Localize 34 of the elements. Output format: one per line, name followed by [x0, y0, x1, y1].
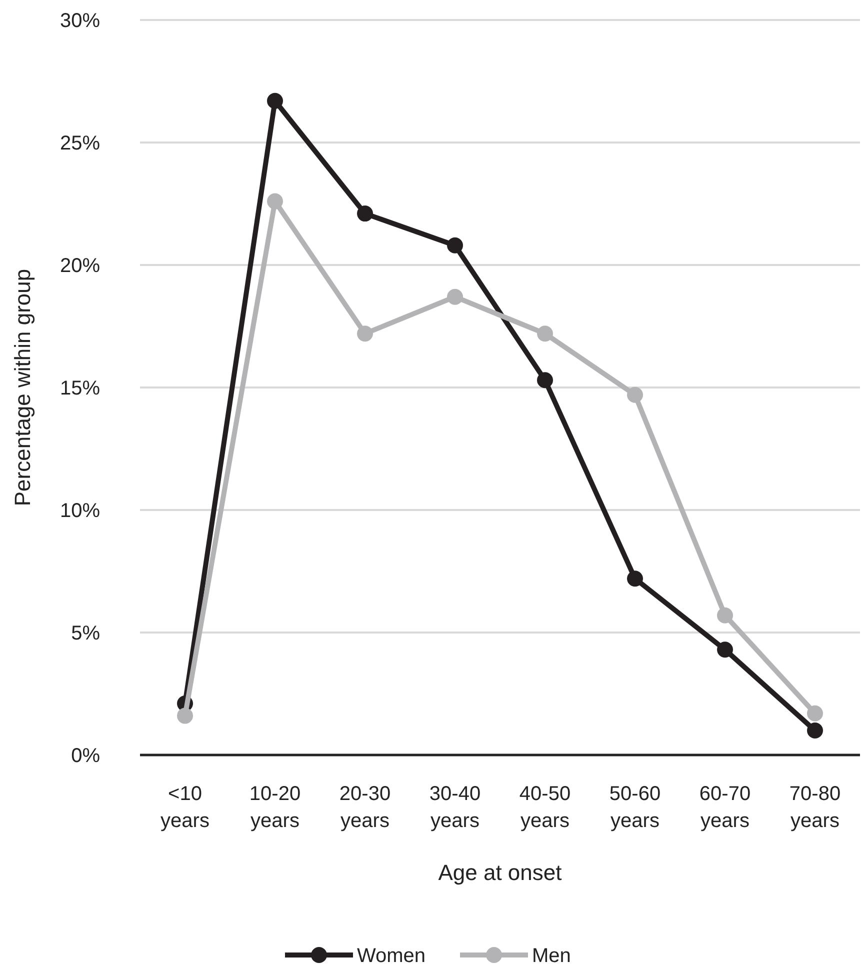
x-tick-label: 50-60 years	[609, 783, 661, 832]
point	[447, 288, 463, 305]
point	[807, 705, 823, 722]
y-tick-label: 25%	[60, 132, 100, 154]
x-tick-label: <10 years	[160, 783, 210, 832]
y-tick-label: 30%	[60, 10, 100, 32]
y-tick-label: 10%	[60, 500, 100, 522]
x-tick-label: 40-50 years	[519, 783, 571, 832]
x-tick-label: 60-70 years	[699, 783, 751, 832]
point	[537, 326, 553, 342]
point	[177, 708, 193, 724]
x-tick-label: 20-30 years	[339, 783, 391, 832]
legend-label: Men	[532, 945, 571, 967]
legend-label: Women	[357, 945, 426, 967]
x-tick-label: 30-40 years	[429, 783, 481, 832]
point	[447, 237, 463, 254]
point	[267, 92, 283, 109]
y-tick-label: 5%	[71, 622, 100, 644]
y-axis-title: Percentage within group	[10, 268, 35, 506]
y-tick-label: 20%	[60, 255, 100, 277]
point	[537, 372, 553, 388]
point	[627, 386, 643, 403]
point	[717, 642, 733, 658]
y-tick-label: 0%	[71, 745, 100, 767]
point	[627, 570, 643, 587]
point	[357, 206, 373, 222]
point	[267, 193, 283, 210]
point	[807, 722, 823, 738]
x-axis-title: Age at onset	[438, 860, 562, 885]
point	[357, 326, 373, 342]
x-tick-label: 10-20 years	[249, 783, 301, 832]
y-tick-label: 15%	[60, 378, 100, 400]
x-tick-label: 70-80 years	[789, 783, 841, 832]
point	[717, 607, 733, 624]
